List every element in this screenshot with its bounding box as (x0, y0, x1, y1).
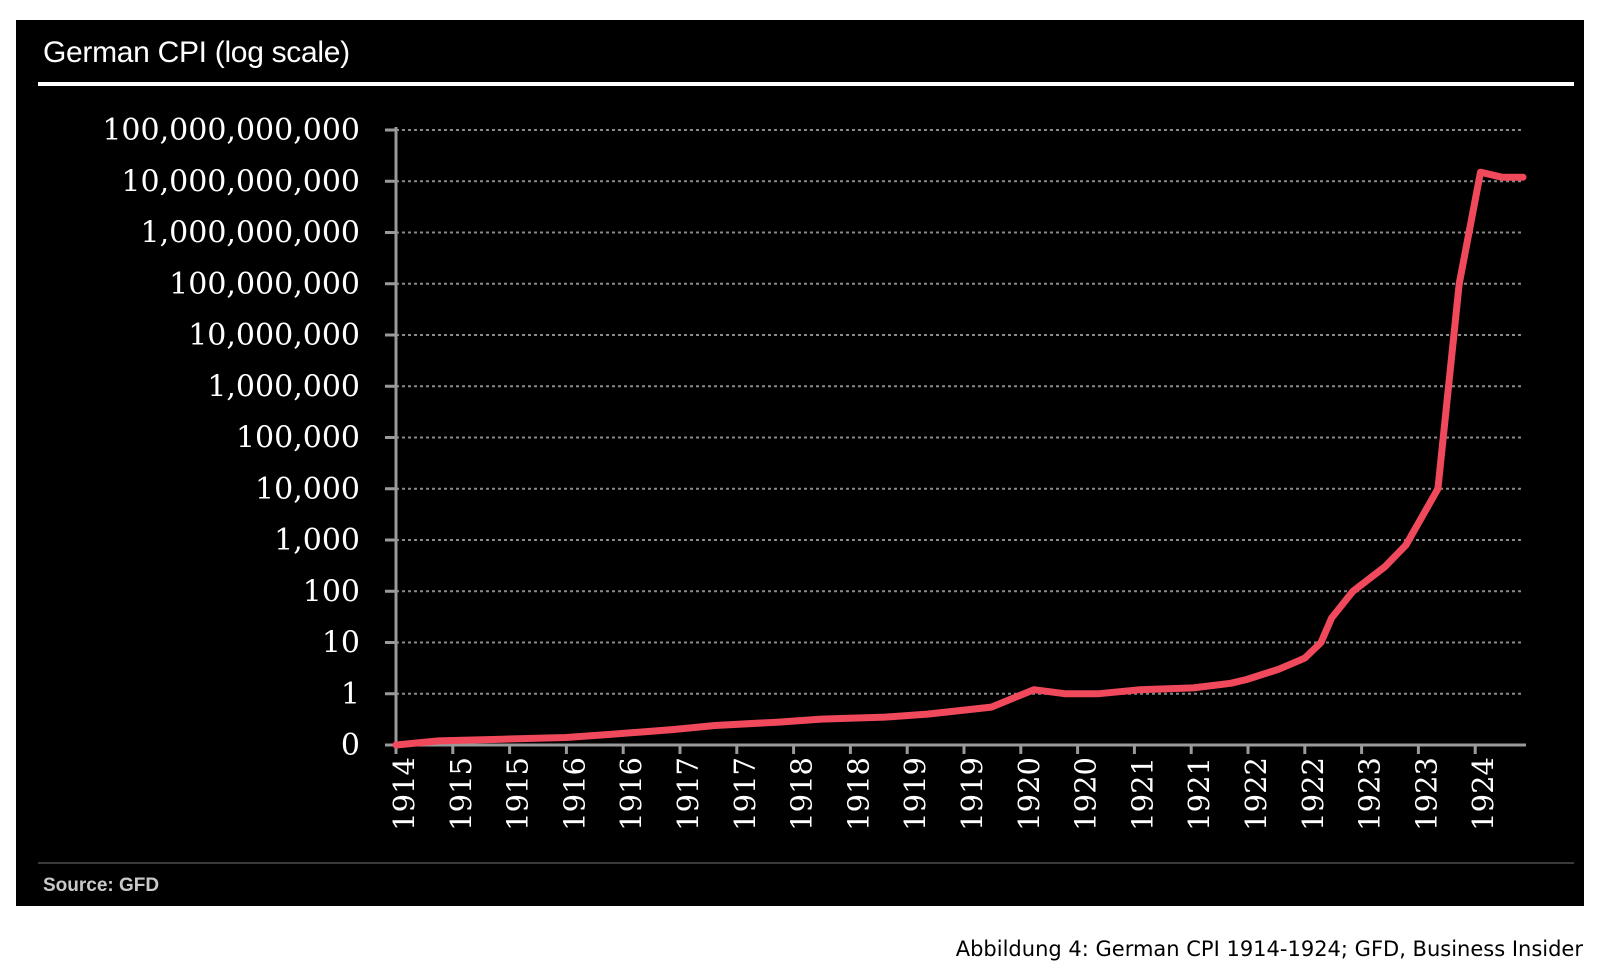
chart-panel (16, 20, 1584, 906)
x-tick-label: 1917 (728, 757, 762, 831)
x-tick-label: 1915 (501, 757, 535, 831)
y-tick-label: 1,000,000,000 (141, 216, 360, 251)
x-tick-label: 1918 (841, 757, 875, 831)
y-tick-label: 1 (341, 677, 360, 712)
y-tick-label: 0 (341, 728, 360, 763)
source-note: Source: GFD (43, 875, 160, 896)
x-tick-label: 1921 (1125, 757, 1159, 831)
series-line (392, 168, 1527, 749)
x-tick-label: 1922 (1239, 757, 1273, 831)
x-tick-label: 1923 (1353, 757, 1387, 831)
x-tick-labels: 1914 1915 1915 1916 1916 1917 1917 1918 1918 1919… (387, 745, 1500, 831)
grid-lines (396, 129, 1524, 695)
x-tick-label: 1916 (614, 757, 648, 831)
y-tick-label: 100,000,000,000 (102, 113, 360, 148)
x-tick-label: 1922 (1296, 757, 1330, 831)
footer-rule (38, 862, 1574, 864)
figure-caption: Abbildung 4: German CPI 1914-1924; GFD, … (955, 937, 1583, 961)
x-tick-label: 1923 (1409, 757, 1443, 831)
x-tick-label: 1916 (557, 757, 591, 831)
x-tick-label: 1919 (898, 757, 932, 831)
x-tick-label: 1917 (671, 757, 705, 831)
title-rule (38, 82, 1574, 86)
y-tick-label: 10 (322, 626, 360, 661)
x-tick-label: 1914 (387, 757, 421, 831)
x-tick-label: 1921 (1182, 757, 1216, 831)
y-tick-label: 100,000,000 (169, 267, 360, 302)
y-tick-label: 10,000,000,000 (121, 164, 360, 199)
y-tick-label: 10,000,000 (188, 318, 360, 353)
chart-title: German CPI (log scale) (43, 36, 350, 69)
x-tick-label: 1924 (1466, 757, 1500, 831)
x-tick-label: 1920 (1069, 757, 1103, 831)
y-tick-labels: 0 1 10 100 1,000 10,000 100,000 1,000,000 10,000… (102, 113, 396, 763)
y-tick-label: 10,000 (255, 472, 360, 507)
x-tick-label: 1919 (955, 757, 989, 831)
y-tick-label: 100 (303, 574, 360, 609)
x-tick-label: 1920 (1012, 757, 1046, 831)
y-tick-label: 1,000 (274, 523, 360, 558)
y-tick-label: 100,000 (236, 421, 360, 456)
y-tick-label: 1,000,000 (207, 369, 360, 404)
x-tick-label: 1918 (785, 757, 819, 831)
x-tick-label: 1915 (444, 757, 478, 831)
